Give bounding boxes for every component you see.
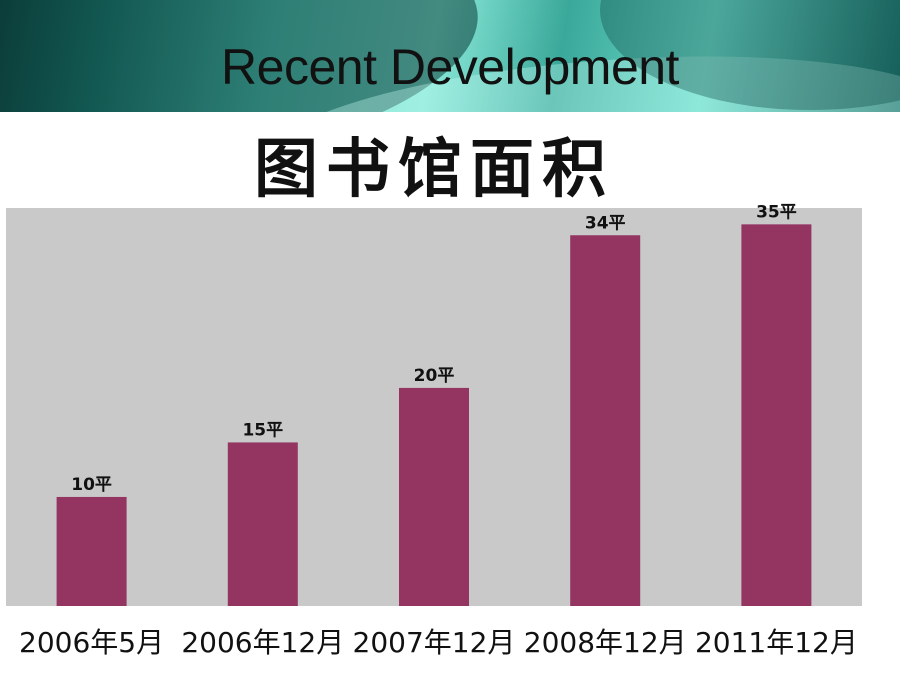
bar	[227, 442, 298, 606]
chart-title: 图书馆面积	[254, 133, 614, 207]
bar-value-label: 20平	[414, 366, 455, 386]
category-label: 2007年12月	[353, 626, 516, 659]
bar	[56, 496, 127, 606]
category-label: 2006年5月	[19, 626, 164, 659]
bar	[741, 224, 812, 606]
bar	[399, 387, 469, 606]
category-label: 2008年12月	[524, 626, 687, 659]
bar	[570, 235, 641, 607]
bar-value-label: 35平	[756, 202, 797, 222]
header-banner: Recent Development	[0, 0, 900, 112]
category-label: 2006年12月	[181, 626, 344, 659]
slide-title: Recent Development	[221, 39, 679, 95]
category-labels: 2006年5月 2006年12月 2007年12月 2008年12月 2011年12月	[19, 626, 858, 659]
bar-value-label: 10平	[71, 475, 112, 495]
bar-value-label: 15平	[242, 420, 283, 440]
data-labels: 10平 15平 20平 34平 35平	[71, 202, 796, 495]
bar-value-label: 34平	[585, 213, 626, 233]
category-label: 2011年12月	[695, 626, 858, 659]
bar-series	[56, 224, 812, 607]
